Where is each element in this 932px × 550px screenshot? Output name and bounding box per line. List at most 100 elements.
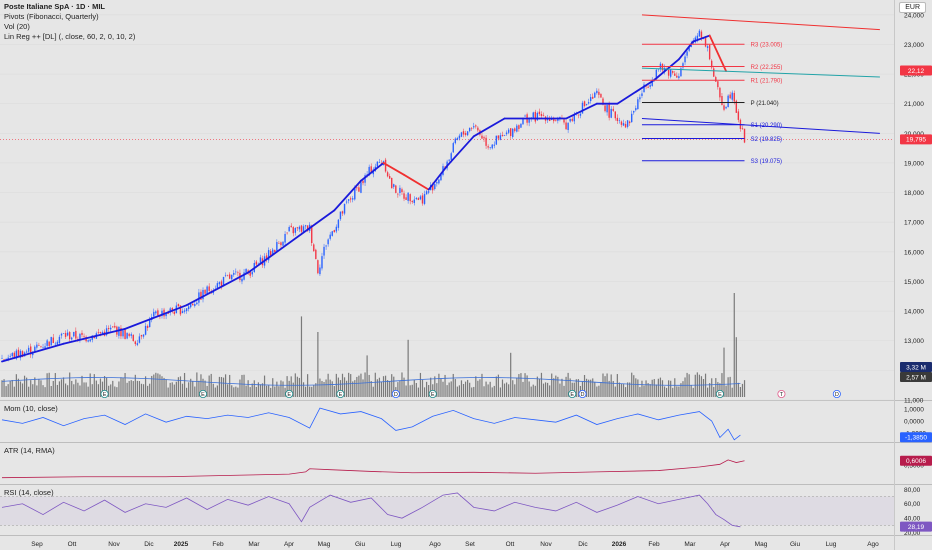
- volume-bar: [153, 374, 155, 397]
- volume-bar: [235, 386, 237, 397]
- volume-bar: [335, 373, 337, 397]
- volume-bar: [331, 381, 333, 397]
- candle-body: [475, 125, 477, 127]
- pivots-indicator-label[interactable]: Pivots (Fibonacci, Quarterly): [4, 12, 99, 21]
- candle-body: [159, 316, 161, 318]
- volume-bar: [649, 384, 651, 397]
- candle-body: [356, 187, 358, 189]
- volume-bar: [387, 380, 389, 397]
- volume-bar: [643, 385, 645, 397]
- volume-bar: [624, 387, 627, 397]
- candle-body: [222, 276, 225, 287]
- volume-bar: [307, 374, 309, 397]
- volume-bar: [419, 372, 422, 397]
- volume-bar: [302, 382, 305, 397]
- candle-body: [101, 332, 104, 334]
- volume-bar: [345, 380, 348, 397]
- candle-body: [735, 100, 738, 113]
- volume-bar: [384, 375, 387, 397]
- channel-lower-line: [641, 118, 880, 134]
- volume-bar: [54, 372, 56, 397]
- currency-selector[interactable]: EUR: [899, 2, 926, 13]
- candle-body: [89, 339, 91, 342]
- mom-pane-title[interactable]: Mom (10, close): [4, 404, 58, 413]
- volume-bar: [292, 382, 294, 397]
- event-label-8: E: [718, 392, 722, 398]
- volume-bar: [1, 380, 3, 397]
- volume-bar: [95, 380, 97, 397]
- candle-body: [587, 102, 590, 104]
- volume-bar: [585, 378, 588, 397]
- price-tick-1: 23,000: [904, 42, 924, 49]
- linreg-segment: [708, 34, 727, 73]
- volume-bar: [350, 374, 352, 397]
- volume-bar: [380, 381, 383, 397]
- candle-body: [569, 118, 571, 122]
- volume-bar: [222, 377, 225, 397]
- volume-bar: [526, 375, 528, 397]
- volume-bar: [245, 385, 247, 397]
- candle-body: [3, 359, 5, 361]
- event-marker-0: [100, 389, 109, 398]
- candle-body: [721, 96, 723, 106]
- volume-bar: [341, 373, 344, 397]
- event-label-7: D: [580, 392, 584, 398]
- volume-bar: [132, 381, 134, 397]
- volume-indicator-label[interactable]: Vol (20): [4, 22, 30, 31]
- candle-body: [518, 125, 520, 129]
- candle-body: [110, 327, 112, 330]
- candle-body: [704, 36, 707, 47]
- candle-body: [335, 226, 338, 232]
- linreg-indicator-label[interactable]: Lin Reg ++ [DL] (, close, 60, 2, 0, 10, …: [4, 32, 136, 41]
- candle-body: [409, 194, 411, 202]
- volume-bar: [391, 374, 393, 397]
- volume-bar: [399, 380, 401, 397]
- volume-bar: [614, 386, 616, 397]
- candle-body: [618, 120, 621, 121]
- volume-bar: [458, 385, 461, 397]
- candle-body: [352, 198, 354, 200]
- volume-bar: [520, 373, 522, 397]
- candle-body: [50, 336, 52, 346]
- volume-bar: [514, 384, 516, 397]
- volume-current-tag-bg: [900, 362, 932, 372]
- candle-body: [54, 343, 57, 345]
- candle-body: [298, 226, 301, 230]
- volume-bar: [192, 381, 194, 397]
- candle-body: [612, 108, 614, 111]
- candle-body: [579, 113, 582, 116]
- volume-bar: [227, 384, 229, 397]
- rsi-pane-title[interactable]: RSI (14, close): [4, 488, 54, 497]
- volume-bar: [81, 375, 83, 397]
- candle-body: [325, 245, 327, 247]
- candle-body: [729, 94, 731, 99]
- price-tick-8: 16,000: [904, 249, 924, 256]
- candle-body: [522, 117, 524, 125]
- volume-bar: [218, 376, 221, 397]
- volume-bar: [647, 383, 649, 397]
- time-tick-21: Giu: [790, 541, 801, 548]
- volume-bar: [567, 372, 569, 397]
- candle-body: [698, 30, 701, 37]
- volume-bar: [616, 374, 618, 397]
- volume-bar: [663, 386, 666, 397]
- time-tick-19: Apr: [720, 541, 731, 548]
- price-tick-4: 20,000: [904, 131, 924, 138]
- candle-body: [708, 44, 711, 60]
- volume-bar: [428, 385, 430, 397]
- volume-bar: [362, 379, 364, 397]
- volume-bar: [83, 382, 85, 397]
- volume-bar: [370, 381, 372, 397]
- event-label-6: E: [570, 392, 574, 398]
- volume-bar: [337, 377, 339, 397]
- volume-bar: [79, 385, 81, 397]
- volume-bar: [46, 373, 48, 397]
- volume-bar: [7, 384, 9, 397]
- volume-bar: [711, 378, 713, 397]
- candle-body: [715, 77, 717, 82]
- atr-pane-title[interactable]: ATR (14, RMA): [4, 446, 55, 455]
- volume-bar: [713, 386, 715, 397]
- candle-body: [282, 241, 284, 246]
- volume-bar: [103, 376, 106, 397]
